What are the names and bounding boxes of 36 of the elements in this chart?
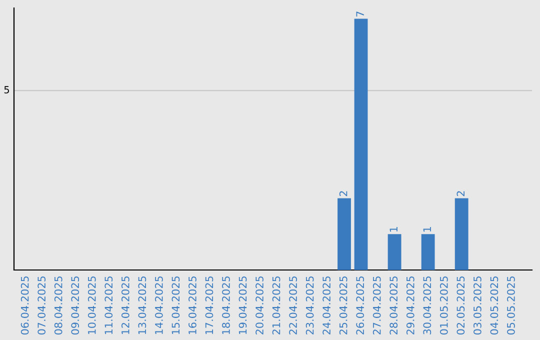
x-tick-label: 16.04.2025 (188, 276, 196, 334)
x-tick-label: 01.05.2025 (440, 276, 448, 335)
x-tick-label: 30.04.2025 (423, 276, 432, 334)
x-tick-label: 12.04.2025 (121, 276, 130, 334)
data-label: 1 (390, 227, 398, 232)
x-tick-label: 29.04.2025 (406, 276, 414, 334)
x-tick-label: 22.04.2025 (289, 276, 297, 334)
x-tick-label: 03.05.2025 (474, 276, 482, 335)
x-tick-label: 27.04.2025 (372, 276, 381, 334)
x-tick-label: 24.04.2025 (322, 276, 331, 334)
x-tick-label: 04.05.2025 (490, 276, 498, 335)
x-tick-label: 13.04.2025 (138, 276, 146, 334)
data-label: 2 (456, 191, 464, 196)
x-tick-label: 14.04.2025 (154, 276, 163, 334)
data-label: 7 (356, 12, 364, 17)
x-tick-label: 07.04.2025 (38, 276, 46, 335)
data-label: 1 (423, 227, 431, 232)
x-tick-label: 18.04.2025 (222, 276, 230, 334)
x-tick-label: 17.04.2025 (205, 276, 214, 334)
x-tick-label: 23.04.2025 (306, 276, 314, 334)
x-tick-label: 10.04.2025 (88, 276, 96, 334)
ref-line-label: 5 (4, 86, 9, 94)
x-tick-label: 08.04.2025 (54, 276, 62, 335)
x-tick-label: 02.05.2025 (456, 276, 465, 335)
x-tick-label: 05.05.2025 (507, 276, 515, 335)
x-tick-label: 28.04.2025 (390, 276, 398, 334)
x-tick-label: 09.04.2025 (71, 276, 80, 335)
x-tick-label: 19.04.2025 (238, 276, 247, 334)
x-tick-label: 20.04.2025 (256, 276, 264, 334)
x-tick-label: 25.04.2025 (339, 276, 348, 334)
x-tick-label: 06.04.2025 (20, 276, 29, 335)
x-tick-label: 21.04.2025 (272, 276, 280, 334)
x-tick-label: 11.04.2025 (104, 276, 113, 334)
data-label: 2 (339, 191, 348, 196)
x-tick-label: 15.04.2025 (172, 276, 180, 334)
x-tick-label: 26.04.2025 (356, 276, 364, 334)
